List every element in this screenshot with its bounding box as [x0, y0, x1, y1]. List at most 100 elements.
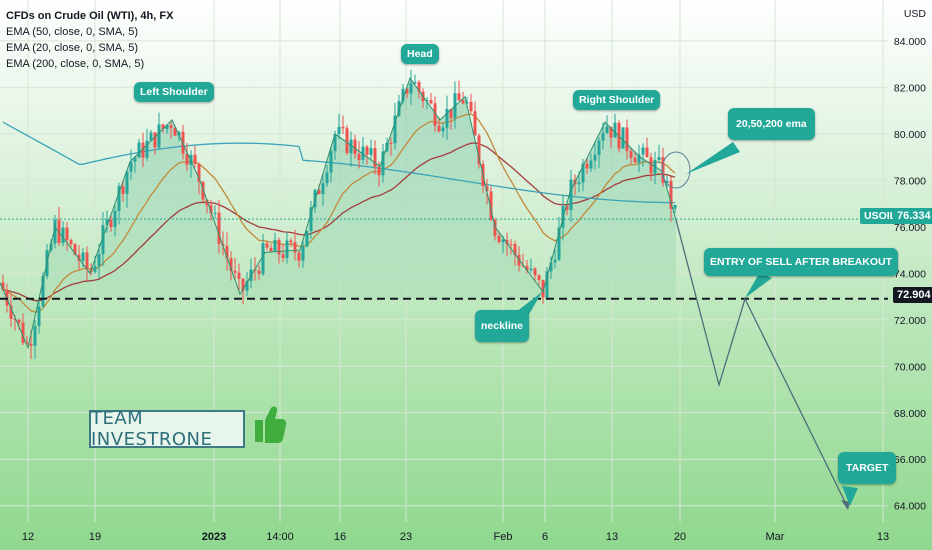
candle-body	[329, 151, 333, 173]
candle-body	[377, 166, 381, 176]
candle-body	[21, 322, 25, 343]
candle-body	[461, 100, 465, 104]
candle-body	[437, 125, 441, 132]
target-pointer	[842, 486, 858, 506]
candle-body	[13, 318, 17, 320]
candle-body	[233, 270, 237, 273]
candle-body	[609, 126, 613, 138]
candle-body	[281, 254, 285, 259]
candle-body	[449, 109, 453, 119]
candle-body	[117, 186, 121, 211]
candle-body	[229, 258, 233, 271]
candle-body	[237, 272, 241, 279]
candle-body	[557, 227, 561, 260]
y-tick-label: 66.000	[894, 454, 926, 466]
y-tick-label: 74.000	[894, 268, 926, 280]
candle-body	[205, 199, 209, 206]
x-tick-label: 19	[89, 531, 101, 543]
candle-body	[245, 281, 249, 291]
candle-body	[269, 247, 273, 252]
candle-body	[505, 239, 509, 245]
candle-body	[345, 128, 349, 154]
pattern-area	[0, 78, 676, 348]
candle-body	[673, 204, 677, 209]
candle-body	[165, 125, 169, 130]
candle-body	[173, 127, 177, 136]
candle-body	[517, 254, 521, 266]
candle-body	[633, 157, 637, 163]
candle-body	[33, 326, 37, 346]
candle-body	[549, 262, 553, 272]
candle-body	[109, 219, 113, 227]
candle-body	[477, 135, 481, 164]
candle-body	[417, 82, 421, 92]
candle-body	[373, 148, 377, 167]
candle-body	[25, 342, 29, 344]
candle-body	[321, 183, 325, 195]
candle-body	[305, 231, 309, 247]
x-tick-label: 13	[877, 531, 889, 543]
candle-body	[217, 212, 221, 245]
candle-body	[161, 124, 165, 130]
y-tick-label: 72.000	[894, 315, 926, 327]
candle-body	[513, 244, 517, 255]
candle-body	[357, 154, 361, 160]
candle-body	[589, 160, 593, 169]
candle-body	[669, 180, 673, 209]
candle-body	[77, 254, 81, 261]
candle-body	[261, 243, 265, 274]
candle-body	[441, 127, 445, 132]
candle-body	[433, 103, 437, 126]
candle-body	[241, 278, 245, 291]
candle-body	[569, 179, 573, 211]
neckline-price-tag: 72.904	[893, 287, 932, 303]
left-shoulder-label: Left Shoulder	[134, 82, 214, 102]
x-tick-label: Mar	[766, 531, 785, 543]
candle-body	[69, 240, 73, 245]
team-watermark: TEAM INVESTRONE	[89, 408, 245, 450]
candle-body	[621, 127, 625, 149]
candle-body	[113, 210, 117, 227]
head-label: Head	[401, 44, 439, 64]
projection-path	[675, 219, 849, 509]
candle-body	[133, 157, 137, 162]
candle-body	[389, 142, 393, 144]
candle-body	[301, 246, 305, 261]
candle-body	[185, 153, 189, 165]
entry-label: ENTRY OF SELL AFTER BREAKOUT	[704, 248, 899, 276]
last-price-tag: 76.334	[893, 208, 932, 224]
candle-body	[37, 306, 41, 327]
candle-body	[465, 102, 469, 104]
y-tick-label: 80.000	[894, 129, 926, 141]
pattern-outline	[0, 76, 677, 350]
candle-body	[565, 205, 569, 211]
candle-body	[425, 100, 429, 102]
team-name: TEAM INVESTRONE	[91, 408, 213, 450]
candle-body	[661, 157, 665, 183]
candle-body	[93, 266, 97, 272]
candle-body	[293, 242, 297, 253]
candle-body	[153, 132, 157, 148]
candle-body	[213, 212, 217, 214]
y-tick-label: 84.000	[894, 36, 926, 48]
candle-body	[489, 191, 493, 220]
x-tick-label: 6	[542, 531, 548, 543]
candle-body	[277, 239, 281, 255]
candle-body	[469, 102, 473, 112]
candle-body	[289, 240, 293, 243]
candle-body	[225, 245, 229, 259]
candle-body	[209, 205, 213, 214]
x-tick-label: 2023	[202, 531, 226, 543]
candle-body	[201, 181, 205, 200]
right-shoulder-label: Right Shoulder	[573, 90, 661, 110]
candle-body	[177, 131, 181, 136]
candle-body	[105, 219, 109, 226]
candle-body	[73, 244, 77, 255]
candle-body	[645, 147, 649, 158]
candle-body	[405, 88, 409, 94]
candle-body	[257, 270, 261, 274]
candle-body	[85, 252, 89, 270]
candle-body	[409, 83, 413, 94]
candle-body	[605, 126, 609, 133]
